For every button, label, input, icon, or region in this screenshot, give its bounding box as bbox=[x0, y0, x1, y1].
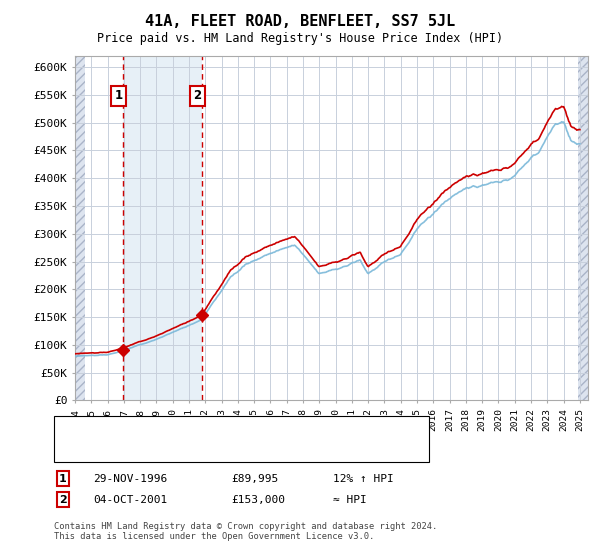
Bar bbox=[75, 45, 85, 400]
Text: Contains HM Land Registry data © Crown copyright and database right 2024.
This d: Contains HM Land Registry data © Crown c… bbox=[54, 522, 437, 542]
Text: ≈ HPI: ≈ HPI bbox=[333, 494, 367, 505]
Text: 1: 1 bbox=[59, 474, 67, 484]
Text: 04-OCT-2001: 04-OCT-2001 bbox=[93, 494, 167, 505]
Text: 2: 2 bbox=[59, 494, 67, 505]
Text: HPI: Average price, detached house, Castle Point: HPI: Average price, detached house, Cast… bbox=[89, 445, 389, 455]
Text: 29-NOV-1996: 29-NOV-1996 bbox=[93, 474, 167, 484]
Text: £153,000: £153,000 bbox=[231, 494, 285, 505]
Text: 41A, FLEET ROAD, BENFLEET, SS7 5JL: 41A, FLEET ROAD, BENFLEET, SS7 5JL bbox=[145, 14, 455, 29]
Bar bbox=[122, 45, 202, 400]
Text: Price paid vs. HM Land Registry's House Price Index (HPI): Price paid vs. HM Land Registry's House … bbox=[97, 32, 503, 45]
Text: £89,995: £89,995 bbox=[231, 474, 278, 484]
Bar bbox=[578, 45, 588, 400]
Text: 12% ↑ HPI: 12% ↑ HPI bbox=[333, 474, 394, 484]
Text: 2: 2 bbox=[193, 90, 202, 102]
Text: 41A, FLEET ROAD, BENFLEET, SS7 5JL (detached house): 41A, FLEET ROAD, BENFLEET, SS7 5JL (deta… bbox=[89, 423, 407, 433]
Text: 1: 1 bbox=[115, 90, 122, 102]
